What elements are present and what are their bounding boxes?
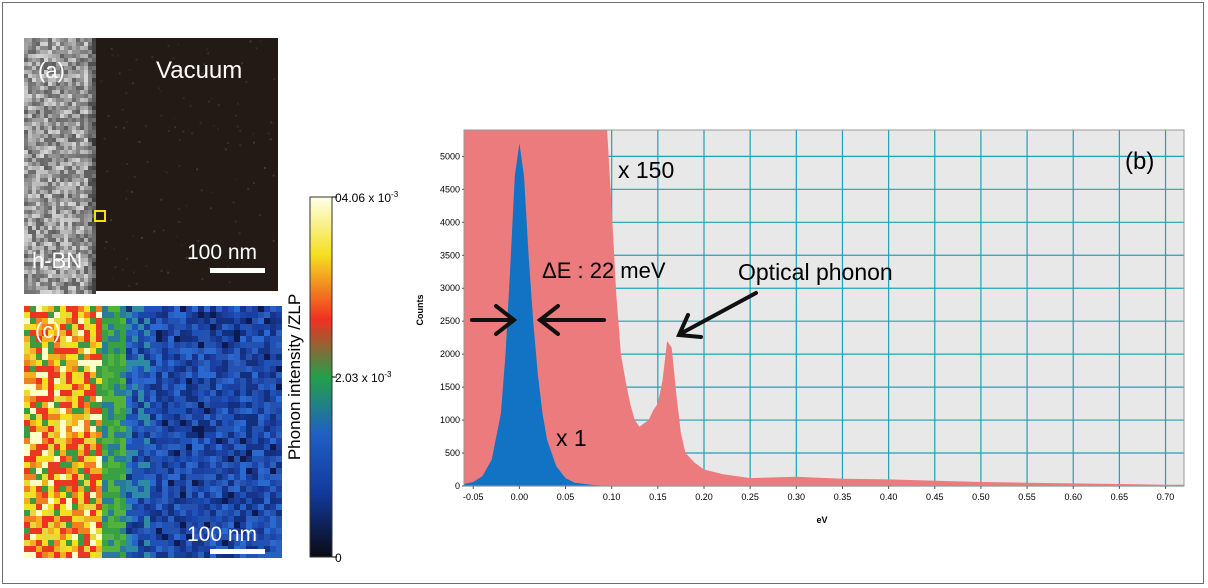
annotation-optical-phonon: Optical phonon	[738, 259, 893, 285]
y-tick-label: 2500	[440, 316, 460, 326]
annotation-x150: x 150	[618, 157, 674, 183]
panel-a: (a) Vacuum h-BN 100 nm	[24, 38, 278, 294]
x-tick-label: 0.50	[972, 492, 990, 502]
raw-spectrum-area	[464, 143, 612, 486]
x-tick-label: 0.15	[649, 492, 667, 502]
x-tick-label: 0.45	[926, 492, 944, 502]
y-tick-label: 4500	[440, 184, 460, 194]
panel-c-label: (c)	[35, 318, 61, 343]
annotation-resolution: ΔE : 22 meV	[542, 258, 666, 283]
x-tick-label: 0.25	[741, 492, 759, 502]
y-tick-label: 0	[455, 481, 460, 491]
y-tick-label: 1000	[440, 415, 460, 425]
plot-frame	[463, 129, 1185, 487]
vacuum-label: Vacuum	[156, 57, 242, 84]
x-tick-label: 0.70	[1157, 492, 1175, 502]
colorbar-tick-top-label: 04.06 x 10-3	[335, 190, 399, 205]
y-tick-label: 1500	[440, 382, 460, 392]
colorbar-tick-mid-label: 2.03 x 10-3	[335, 370, 392, 385]
x-tick-label: 0.00	[511, 492, 529, 502]
y-tick-label: 3000	[440, 283, 460, 293]
x-tick-label: 0.65	[1111, 492, 1129, 502]
x-tick-label: 0.40	[880, 492, 898, 502]
phonon-map	[24, 306, 282, 558]
fwhm-arrow-right	[536, 304, 606, 336]
y-tick-label: 5000	[440, 151, 460, 161]
x-tick-label: 0.20	[695, 492, 713, 502]
panel-b: 0 500 1000 1500 2000 2500 3000 3500 4000 4500 5000…	[415, 129, 1185, 525]
x-axis-label: eV	[816, 515, 827, 525]
x-tick-label: 0.35	[834, 492, 852, 502]
h-bn-label: h-BN	[32, 248, 82, 273]
scalebar-a-label: 100 nm	[187, 241, 257, 264]
x-tick-label: 0.55	[1018, 492, 1036, 502]
colorbar: 04.06 x 10-3 2.03 x 10-3 0 Phonon intens…	[285, 190, 399, 565]
panel-b-label: (b)	[1125, 148, 1154, 175]
x-axis: -0.05 0.00 0.05 0.10 0.15 0.20 0.25 0.30 0.35 0.4…	[463, 486, 1174, 502]
optical-phonon-arrow	[676, 291, 758, 339]
scalebar-a	[210, 268, 265, 273]
colorbar-gradient	[309, 196, 333, 558]
y-axis-label: Counts	[415, 295, 425, 326]
selection-box	[94, 210, 106, 222]
x-tick-label: 0.60	[1064, 492, 1082, 502]
y-tick-label: 4000	[440, 217, 460, 227]
colorbar-title: Phonon intensity /ZLP	[285, 294, 304, 460]
scalebar-c-label: 100 nm	[187, 523, 257, 546]
annotation-x1: x 1	[556, 425, 587, 451]
x-tick-label: 0.05	[557, 492, 575, 502]
y-tick-label: 500	[445, 448, 460, 458]
colorbar-tick-bottom-label: 0	[335, 551, 342, 565]
h-bn-region	[24, 38, 276, 294]
y-tick-label: 2000	[440, 349, 460, 359]
panel-a-label: (a)	[38, 58, 65, 83]
panel-c: (c) 100 nm	[24, 306, 282, 558]
fwhm-arrow-left	[470, 304, 518, 336]
scalebar-c	[210, 549, 265, 554]
x-tick-label: -0.05	[463, 492, 484, 502]
y-tick-label: 3500	[440, 250, 460, 260]
y-axis: 0 500 1000 1500 2000 2500 3000 3500 4000 4500 5000	[440, 151, 464, 491]
x-tick-label: 0.10	[603, 492, 621, 502]
x-tick-label: 0.30	[788, 492, 806, 502]
